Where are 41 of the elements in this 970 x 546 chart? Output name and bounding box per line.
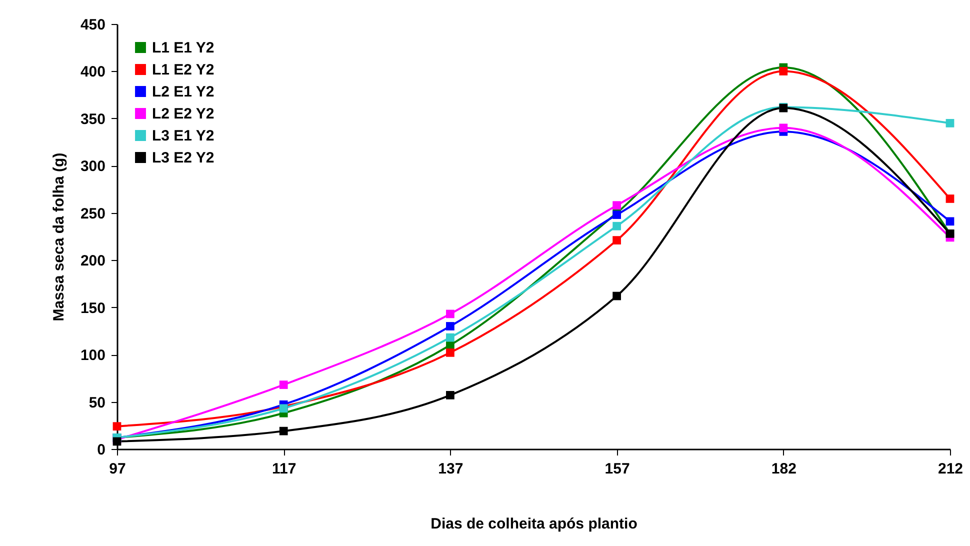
point: [612, 201, 621, 210]
y-tick-label: 400: [80, 64, 106, 81]
y-tick-label: 0: [97, 442, 106, 458]
point: [946, 118, 954, 128]
point: [446, 333, 454, 342]
point: [112, 422, 122, 431]
point: [446, 310, 454, 318]
x-tick-label: 212: [938, 460, 964, 478]
y-tick-label: 350: [80, 110, 106, 128]
y-tick-label: 450: [80, 16, 106, 34]
y-tick-label: 300: [80, 158, 106, 176]
legend-label: L2 E2 Y2: [152, 106, 214, 122]
point: [446, 322, 454, 330]
legend-label: L1 E1 Y2: [152, 40, 214, 56]
y-tick-label: 100: [80, 347, 106, 364]
point: [446, 390, 454, 400]
x-tick-label: 97: [109, 460, 126, 478]
x-tick-label: 137: [438, 460, 464, 478]
legend-label: L3 E1 Y2: [152, 128, 214, 144]
y-tick-label: 150: [80, 300, 106, 317]
x-axis-title: Dias de colheita após plantio: [430, 516, 638, 532]
y-tick-label: 200: [80, 252, 106, 270]
legend-label: L3 E2 Y2: [152, 150, 214, 166]
point: [612, 222, 621, 230]
y-tick-label: 250: [80, 205, 106, 222]
point: [946, 217, 954, 226]
point: [279, 380, 288, 389]
point: [446, 348, 454, 357]
point: [779, 67, 788, 76]
x-tick-label: 182: [771, 460, 796, 478]
point: [779, 124, 788, 132]
x-tick-label: 157: [604, 460, 630, 478]
legend-label: L1 E2 Y2: [152, 62, 214, 78]
point: [612, 292, 621, 300]
point: [612, 236, 621, 244]
y-tick-label: 50: [88, 394, 106, 412]
y-axis-title: Massa seca da folha (g): [50, 152, 68, 322]
point: [946, 194, 954, 203]
x-tick-label: 117: [272, 460, 296, 478]
point: [279, 426, 288, 436]
legend-label: L2 E1 Y2: [152, 84, 214, 100]
